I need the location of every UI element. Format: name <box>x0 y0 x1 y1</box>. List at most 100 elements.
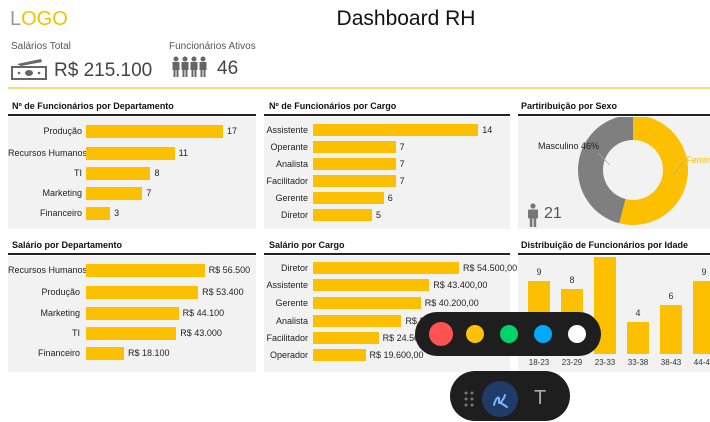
x-tick-label: 38-43 <box>660 358 682 367</box>
category-label: Analista <box>275 316 308 326</box>
pen-tool-button[interactable] <box>482 381 518 417</box>
category-label: Marketing <box>40 308 80 318</box>
category-label: TI <box>74 168 82 178</box>
data-label: R$ 44.100 <box>182 308 225 318</box>
logo: LOGO <box>10 8 68 31</box>
text-tool-button[interactable]: T <box>534 387 547 409</box>
people-icon <box>171 56 209 83</box>
masculino-label: Masculino 46% <box>538 141 600 151</box>
funcionarios-ativos-label: Funcionários Ativos <box>169 41 256 52</box>
category-label: Recursos Humanos <box>8 148 88 158</box>
divider <box>264 114 510 116</box>
data-label: 3 <box>114 208 120 218</box>
drag-handle-icon[interactable] <box>464 391 474 412</box>
data-label: R$ 3 <box>405 316 425 326</box>
color-swatch[interactable] <box>534 325 552 343</box>
data-label: 5 <box>376 210 382 220</box>
bar-marketing <box>86 306 179 320</box>
bar-33-38 <box>627 321 649 354</box>
divider <box>518 253 710 255</box>
data-label: R$ 40.200,00 <box>424 298 479 308</box>
x-tick-label: 23-33 <box>594 358 616 367</box>
category-label: Gerente <box>275 193 308 203</box>
divider <box>8 114 256 116</box>
data-label: 8 <box>154 168 160 178</box>
funcionarios-ativos-value: 46 <box>217 58 239 79</box>
divider <box>8 253 256 255</box>
x-tick-label: 23-29 <box>561 358 583 367</box>
data-label: 7 <box>399 176 405 186</box>
data-label: 14 <box>482 125 493 135</box>
category-label: Marketing <box>42 188 82 198</box>
bar-facilitador <box>313 175 396 187</box>
x-tick-label: 33-38 <box>627 358 649 367</box>
data-label: 8 <box>569 275 575 286</box>
masculino-count: 21 <box>544 205 562 222</box>
category-label: Analista <box>275 159 308 169</box>
bar-produção <box>86 124 224 138</box>
category-label: Facilitador <box>266 176 308 186</box>
data-label: R$ 43.000 <box>180 328 222 338</box>
drawing-toolbar: T <box>450 371 570 421</box>
x-tick-label: 44-48 <box>693 358 710 367</box>
data-label: R$ 43.400,00 <box>433 280 488 290</box>
feminino-label: Feminino 54% <box>686 155 710 165</box>
data-label: R$ 24.500,00 <box>382 333 437 343</box>
data-label: 7 <box>399 142 405 152</box>
category-label: Operante <box>270 142 308 152</box>
bar-ti <box>86 166 151 180</box>
header-divider <box>8 87 710 89</box>
bar-produção <box>86 285 199 299</box>
bar-diretor <box>313 262 460 274</box>
divider <box>518 114 710 116</box>
page-title: Dashboard RH <box>336 7 476 30</box>
category-label: Assistente <box>266 125 308 135</box>
salarios-total-value: R$ 215.100 <box>54 60 153 81</box>
bar-gerente <box>313 192 384 204</box>
color-swatch[interactable] <box>466 325 484 343</box>
bar-financeiro <box>86 206 111 220</box>
bar-recursos-humanos <box>86 263 205 277</box>
data-label: 17 <box>227 126 238 136</box>
category-label: Financeiro <box>37 348 80 358</box>
logo-text: OGO <box>21 8 68 30</box>
category-label: Recursos Humanos <box>8 265 88 275</box>
donut-slice-masculino <box>578 117 633 224</box>
data-label: R$ 53.400 <box>202 287 244 297</box>
color-swatch[interactable] <box>568 325 586 343</box>
bar-44-48 <box>693 281 710 354</box>
category-label: Diretor <box>280 210 308 220</box>
bar-diretor <box>313 209 372 221</box>
data-label: 11 <box>178 148 188 158</box>
dept-count-chart: Produção 17 Recursos Humanos 11 TI 8 Marketing… <box>8 117 256 229</box>
person-icon <box>527 203 539 229</box>
bar-marketing <box>86 186 143 200</box>
category-label: TI <box>72 328 80 338</box>
bar-gerente <box>313 297 421 309</box>
dept-count-title: Nº de Funcionários por Departamento <box>12 101 174 111</box>
data-label: R$ 56.500 <box>208 265 251 275</box>
data-label: 9 <box>536 267 542 278</box>
x-tick-label: 18-23 <box>528 358 550 367</box>
color-swatch[interactable] <box>429 322 453 346</box>
donut-slice-feminino <box>619 117 688 225</box>
category-label: Gerente <box>275 298 308 308</box>
bar-ti <box>86 326 177 340</box>
category-label: Financeiro <box>39 208 82 218</box>
cargo-count-chart: Assistente 14 Operante 7 Analista 7 Facilitado… <box>264 117 510 229</box>
data-label: R$ 19.600,00 <box>369 350 424 360</box>
data-label: R$ 54.500,00 <box>463 263 518 273</box>
bar-analista <box>313 158 396 170</box>
data-label: 7 <box>146 188 152 198</box>
category-label: Diretor <box>280 263 308 273</box>
category-label: Facilitador <box>266 333 308 343</box>
category-label: Operador <box>269 350 308 360</box>
logo-text: L <box>10 8 22 30</box>
data-label: 4 <box>635 307 641 318</box>
pen-icon <box>493 394 508 408</box>
divider <box>264 253 510 255</box>
bar-38-43 <box>660 305 682 354</box>
color-swatch[interactable] <box>500 325 518 343</box>
bar-operador <box>313 349 366 361</box>
data-label: 6 <box>668 291 674 302</box>
